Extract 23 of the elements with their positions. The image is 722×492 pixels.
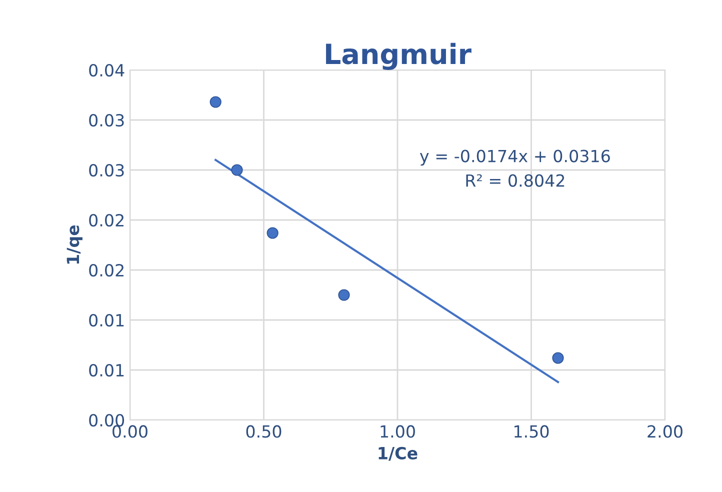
- y-tick-label: 0.01: [89, 364, 124, 377]
- x-tick-label: 2.00: [648, 425, 682, 438]
- point: [338, 289, 350, 301]
- y-tick-label: 0.02: [89, 214, 124, 227]
- x-tick-label: 0.50: [246, 425, 282, 438]
- x-tick-label: 0.00: [112, 425, 148, 438]
- annotation: R² = 0.8042: [466, 174, 564, 187]
- x-tick-label: 1.00: [380, 425, 415, 438]
- annotation: y = -0.0174x + 0.0316: [420, 150, 610, 166]
- point: [210, 96, 222, 108]
- y-tick-label: 0.03: [89, 164, 124, 177]
- x-tick-label: 1.50: [514, 425, 549, 438]
- y-tick-label: 0.02: [89, 264, 124, 277]
- point: [231, 164, 243, 176]
- chart-title: Langmuir: [326, 42, 472, 70]
- y-tick-label: 0.01: [89, 314, 124, 327]
- point: [552, 352, 564, 364]
- y-tick-label: 0.00: [89, 414, 124, 427]
- x-axis-title: 1/Ce: [378, 446, 418, 461]
- y-tick-label: 0.03: [89, 114, 124, 127]
- y-tick-label: 0.04: [89, 64, 124, 77]
- y-axis-title: 1/qe: [66, 225, 82, 264]
- point: [266, 227, 278, 239]
